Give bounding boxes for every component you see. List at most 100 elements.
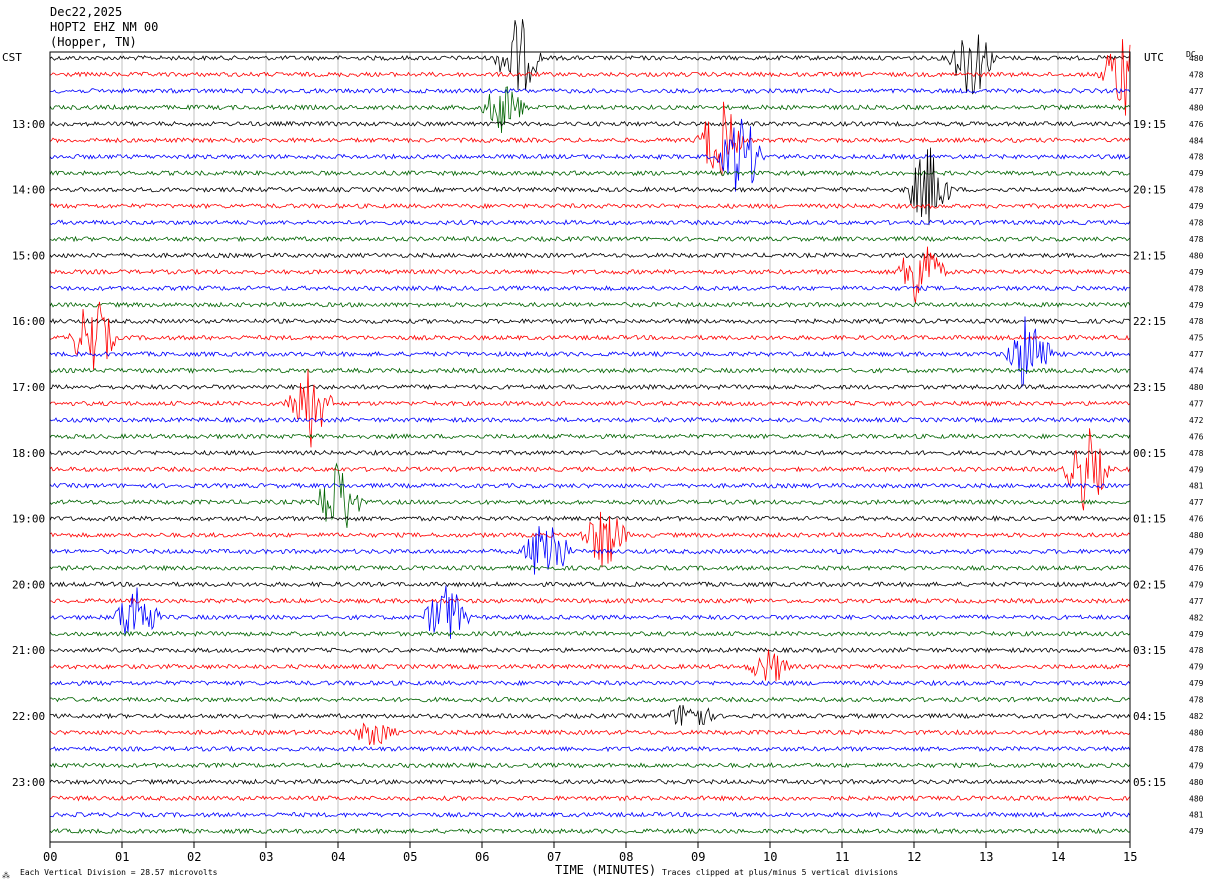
- utc-hour-label: 23:15: [1133, 381, 1166, 394]
- trace-line-37: [49, 649, 1131, 682]
- cst-hour-label: 20:00: [12, 578, 45, 591]
- trace-line-38: [49, 679, 1131, 687]
- x-tick-label: 15: [1123, 850, 1137, 864]
- cst-hour-label: 16:00: [12, 315, 45, 328]
- clip-note: Traces clipped at plus/minus 5 vertical …: [662, 868, 898, 877]
- utc-hour-label: 21:15: [1133, 249, 1166, 262]
- trace-line-26: [49, 482, 1131, 489]
- plot-date: Dec22,2025: [50, 5, 122, 19]
- cst-hour-label: 14:00: [12, 184, 45, 197]
- dc-offset-label: 480: [1189, 794, 1204, 803]
- dc-offset-label: 478: [1189, 153, 1204, 162]
- dc-offset-label: 476: [1189, 564, 1204, 573]
- trace-line-42: [49, 745, 1131, 753]
- dc-offset-label: 478: [1189, 696, 1204, 705]
- trace-line-46: [49, 811, 1131, 818]
- cst-hour-labels: 13:00 14:00 15:00 16:00 17:00 18:00 19:00 20:00…: [12, 118, 45, 789]
- trace-line-15: [49, 301, 1131, 308]
- dc-offset-label: 479: [1189, 580, 1204, 589]
- trace-line-33: [49, 597, 1131, 605]
- dc-offset-label: 476: [1189, 120, 1204, 129]
- cst-hour-label: 21:00: [12, 644, 45, 657]
- cst-hour-label: 19:00: [12, 513, 45, 526]
- utc-hour-label: 00:15: [1133, 447, 1166, 460]
- dc-offset-label: 480: [1189, 778, 1204, 787]
- trace-line-32: [49, 581, 1130, 588]
- x-tick-label: 04: [331, 850, 345, 864]
- utc-hour-label: 01:15: [1133, 513, 1166, 526]
- dc-offset-label: 482: [1189, 712, 1204, 721]
- dc-offset-label: 479: [1189, 548, 1204, 557]
- dc-offset-label: 484: [1189, 136, 1204, 145]
- cst-hour-label: 23:00: [12, 776, 45, 789]
- dc-offset-label: 477: [1189, 498, 1204, 507]
- x-axis-ticks: 00 01 02 03 04 05 06 07 08 09 10 11 12 13 14 15: [43, 842, 1137, 864]
- trace-line-31: [49, 564, 1131, 572]
- cst-hour-label: 22:00: [12, 710, 45, 723]
- plot-location: (Hopper, TN): [50, 35, 137, 49]
- x-tick-label: 11: [835, 850, 849, 864]
- trace-line-7: [49, 169, 1131, 177]
- dc-offset-label: 481: [1189, 811, 1204, 820]
- utc-hour-label: 22:15: [1133, 315, 1166, 328]
- seismic-traces: [49, 19, 1131, 835]
- trace-line-16: [49, 317, 1131, 325]
- utc-hour-label: 04:15: [1133, 710, 1166, 723]
- dc-offset-label: 472: [1189, 416, 1204, 425]
- dc-offset-label: 478: [1189, 235, 1204, 244]
- time-grid: [121, 52, 1059, 842]
- utc-hour-label: 03:15: [1133, 644, 1166, 657]
- utc-hour-labels: 19:15 20:15 21:15 22:15 23:15 00:15 01:15 02:15…: [1133, 118, 1166, 789]
- dc-offset-label: 477: [1189, 350, 1204, 359]
- utc-hour-label: 20:15: [1133, 184, 1166, 197]
- trace-line-1: [49, 39, 1131, 116]
- dc-offset-label: 478: [1189, 70, 1204, 79]
- dc-offset-label: 475: [1189, 334, 1204, 343]
- cst-hour-label: 13:00: [12, 118, 45, 131]
- trace-line-8: [49, 147, 1131, 226]
- trace-line-35: [49, 630, 1131, 637]
- trace-line-10: [49, 219, 1131, 226]
- x-tick-label: 13: [979, 850, 993, 864]
- x-tick-label: 03: [259, 850, 273, 864]
- dc-offset-label: 478: [1189, 219, 1204, 228]
- utc-hour-label: 19:15: [1133, 118, 1166, 131]
- dc-offset-label: 480: [1189, 531, 1204, 540]
- trace-line-4: [49, 120, 1131, 127]
- utc-hour-label: 05:15: [1133, 776, 1166, 789]
- trace-line-44: [49, 778, 1131, 785]
- dc-offset-label: 479: [1189, 679, 1204, 688]
- x-tick-label: 07: [547, 850, 561, 864]
- trace-line-36: [49, 647, 1131, 654]
- x-tick-label: 01: [115, 850, 129, 864]
- trace-line-6: [49, 118, 1131, 192]
- trace-line-5: [49, 101, 1131, 177]
- dc-offset-label: 477: [1189, 597, 1204, 606]
- trace-line-14: [49, 284, 1131, 292]
- trace-line-39: [49, 696, 1131, 703]
- trace-line-11: [49, 235, 1131, 243]
- trace-line-13: [49, 246, 1131, 303]
- dc-offset-label: 477: [1189, 399, 1204, 408]
- dc-offset-label: 478: [1189, 284, 1204, 293]
- dc-offset-label: 480: [1189, 103, 1204, 112]
- utc-hour-label: 02:15: [1133, 578, 1166, 591]
- dc-offset-label: 479: [1189, 202, 1204, 211]
- dc-offset-label: 480: [1189, 54, 1204, 63]
- dc-offset-labels: 480 478 477 480 476 484 478 479 478 479 478 478 480 4…: [1189, 54, 1204, 836]
- cst-hour-label: 15:00: [12, 249, 45, 262]
- trace-line-21: [49, 369, 1131, 448]
- trace-line-17: [49, 301, 1131, 370]
- trace-line-9: [49, 202, 1131, 210]
- trace-line-20: [49, 383, 1131, 391]
- dc-offset-label: 482: [1189, 613, 1204, 622]
- dc-label: DC: [1186, 50, 1196, 59]
- trace-line-2: [49, 87, 1131, 94]
- trace-line-30: [49, 526, 1131, 575]
- scale-note: Each Vertical Division = 28.57 microvolt…: [20, 868, 218, 877]
- trace-line-40: [49, 705, 1131, 726]
- x-tick-label: 10: [763, 850, 777, 864]
- x-tick-label: 09: [691, 850, 705, 864]
- trace-line-18: [49, 316, 1131, 388]
